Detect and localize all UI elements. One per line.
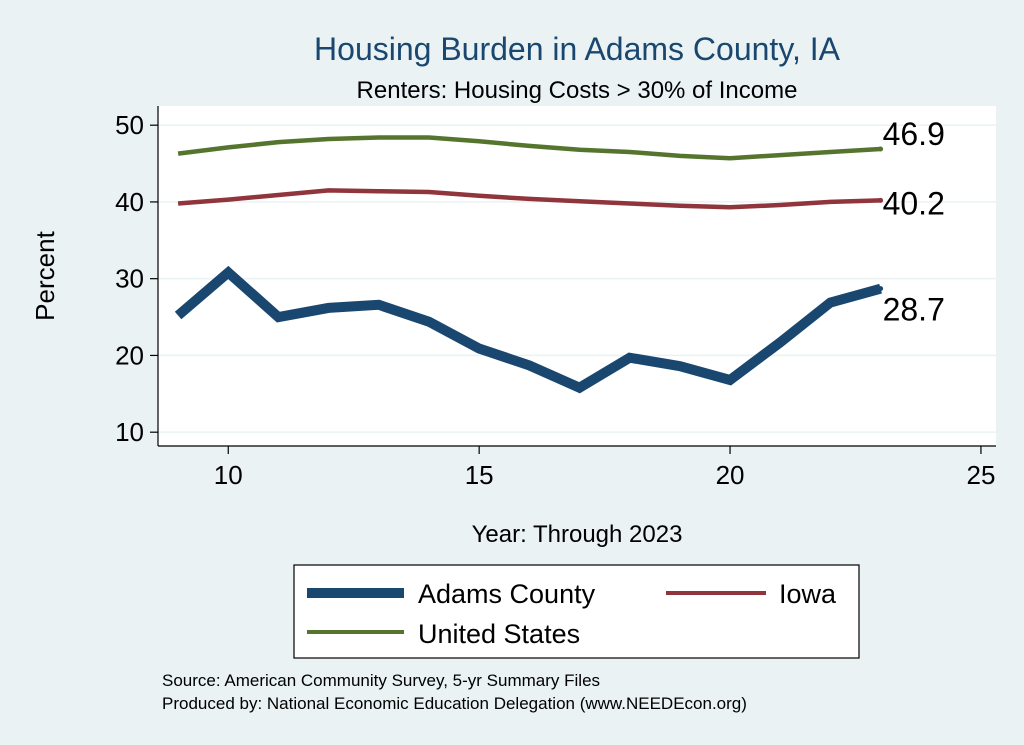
end-label-united-states: 46.9 [883,116,945,152]
y-axis-title: Percent [30,230,60,320]
series-line-united-states [177,135,881,161]
series-line-adams-county [174,265,882,394]
x-tick-label: 10 [214,460,243,490]
x-tick-label: 25 [966,460,995,490]
series-end-point-adams-county [878,286,884,292]
plot-area [158,106,996,446]
series-line-iowa [177,188,881,210]
chart-title: Housing Burden in Adams County, IA [314,31,841,67]
legend-label-adams-county: Adams County [418,579,596,609]
x-tick-label: 15 [465,460,494,490]
legend-box [293,564,860,659]
chart-subtitle: Renters: Housing Costs > 30% of Income [357,77,798,104]
y-tick-label: 40 [115,187,144,217]
axis-ticks: 10 20 30 40 50 10 15 20 25 [115,110,995,490]
y-tick-label: 10 [115,417,144,447]
x-tick-label: 20 [716,460,745,490]
produced-by-note: Produced by: National Economic Education… [162,694,747,713]
series-lines [174,135,884,394]
y-tick-label: 20 [115,340,144,370]
y-tick-label: 50 [115,110,144,140]
series-end-point-united-states [878,146,884,152]
y-tick-label: 30 [115,264,144,294]
series-end-point-iowa [878,197,884,203]
source-note: Source: American Community Survey, 5-yr … [162,671,600,690]
x-axis-title: Year: Through 2023 [472,521,683,548]
end-label-iowa: 40.2 [883,185,945,221]
legend-label-united-states: United States [418,619,580,649]
legend-label-iowa: Iowa [779,579,837,609]
end-labels: 28.7 40.2 46.9 [883,116,945,328]
end-label-adams-county: 28.7 [883,292,945,328]
